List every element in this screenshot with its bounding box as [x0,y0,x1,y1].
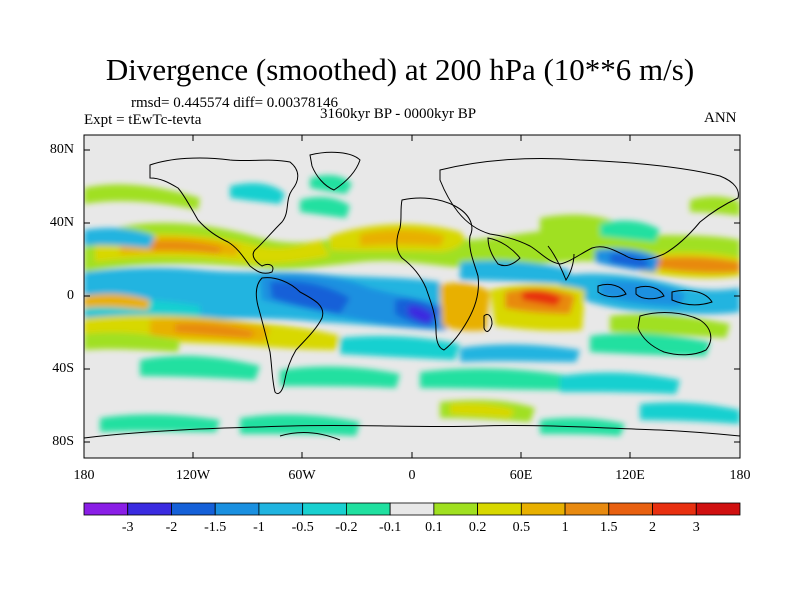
colorbar-swatch [520,502,566,516]
colorbar-label: 0.1 [425,520,443,535]
colorbar-swatch [171,502,216,516]
y-tick-label: 40S [52,361,74,376]
y-tick-label: 80S [52,434,74,449]
colorbar-label: 2 [649,520,657,535]
y-tick-label: 0 [67,288,74,303]
x-tick-label: 120W [175,468,211,483]
x-tick-label: 0 [408,468,416,483]
colorbar-label: -2 [165,520,178,535]
stats-label: rmsd= 0.445574 diff= 0.00378146 [131,95,339,111]
colorbar-swatch [258,502,304,516]
y-axis-ticks [84,149,740,443]
map-title: Divergence (smoothed) at 200 hPa (10**6 … [105,52,695,87]
colorbar-label: -0.1 [379,520,402,535]
colorbar-label: -1.5 [204,520,227,535]
colorbar-label: 1.5 [600,520,618,535]
x-axis-ticks [192,135,631,458]
colorbar-label: -0.2 [335,520,358,535]
colorbar [83,502,741,516]
period-label: 3160kyr BP - 0000kyr BP [320,106,477,122]
colorbar-swatch [83,502,129,516]
colorbar-label: -3 [121,520,134,535]
colorbar-label: 3 [692,520,700,535]
x-tick-label: 180 [729,468,751,483]
x-tick-label: 60W [288,468,316,483]
colorbar-label: 0.2 [468,520,487,535]
colorbar-label: -1 [253,520,265,535]
colorbar-swatch [695,502,741,516]
colorbar-swatch [345,502,391,516]
divergence-field [84,151,740,441]
colorbar-swatch [214,502,260,516]
colorbar-label: -0.5 [291,520,314,535]
coastlines [84,151,740,441]
colorbar-swatch [608,502,653,516]
y-tick-label: 80N [49,142,74,157]
colorbar-label: 0.5 [512,520,531,535]
colorbar-swatch [127,502,172,516]
y-tick-label: 40N [49,215,74,230]
colorbar-swatch [477,502,522,516]
colorbar-swatch [652,502,697,516]
season-label: ANN [704,110,737,126]
colorbar-swatch [302,502,347,516]
x-tick-label: 60E [509,468,533,483]
x-tick-label: 180 [73,468,95,483]
colorbar-label: 1 [561,520,569,535]
colorbar-swatch [389,502,435,516]
colorbar-swatch [433,502,479,516]
x-tick-label: 120E [615,468,645,483]
experiment-label: Expt = tEwTc-tevta [84,112,202,128]
colorbar-swatch [564,502,610,516]
